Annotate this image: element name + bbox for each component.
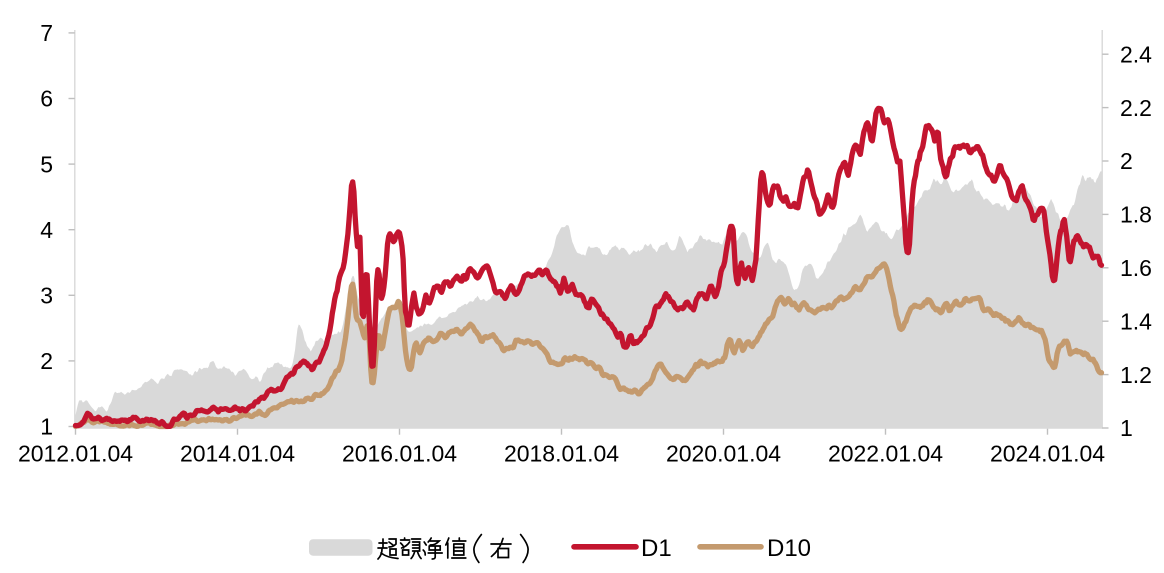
svg-text:1.8: 1.8 — [1120, 202, 1152, 228]
svg-text:2016.01.04: 2016.01.04 — [342, 441, 457, 467]
svg-text:6: 6 — [40, 86, 53, 112]
svg-text:2022.01.04: 2022.01.04 — [828, 441, 943, 467]
svg-text:1.2: 1.2 — [1120, 362, 1152, 388]
svg-text:1: 1 — [40, 414, 53, 440]
svg-text:2012.01.04: 2012.01.04 — [18, 441, 133, 467]
svg-text:2020.01.04: 2020.01.04 — [666, 441, 781, 467]
svg-text:4: 4 — [40, 217, 53, 243]
svg-text:1.6: 1.6 — [1120, 255, 1152, 281]
svg-text:2024.01.04: 2024.01.04 — [990, 441, 1105, 467]
svg-text:5: 5 — [40, 151, 53, 177]
svg-text:7: 7 — [40, 20, 53, 46]
svg-text:2.2: 2.2 — [1120, 95, 1152, 121]
svg-text:2: 2 — [1120, 148, 1133, 174]
svg-text:1.4: 1.4 — [1120, 308, 1152, 334]
svg-text:3: 3 — [40, 283, 53, 309]
svg-text:2.4: 2.4 — [1120, 41, 1152, 67]
svg-text:2018.01.04: 2018.01.04 — [504, 441, 619, 467]
svg-text:2: 2 — [40, 348, 53, 374]
svg-text:2014.01.04: 2014.01.04 — [180, 441, 295, 467]
svg-text:D1: D1 — [641, 535, 672, 562]
svg-text:D10: D10 — [767, 535, 811, 562]
svg-text:1: 1 — [1120, 415, 1133, 441]
